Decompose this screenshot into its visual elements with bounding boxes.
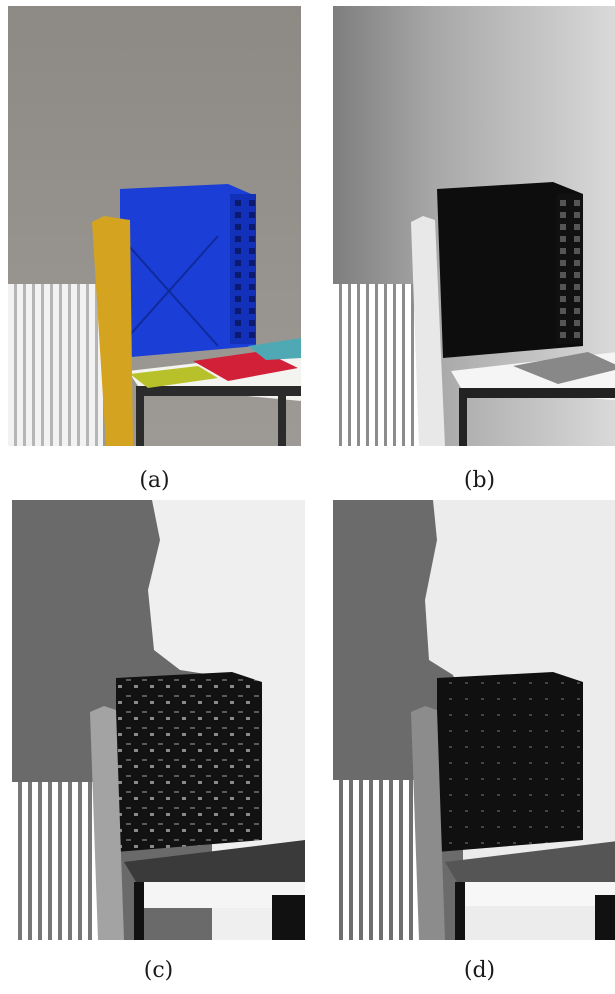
panel-a-color-photo <box>8 6 301 446</box>
grayscale-scene <box>333 6 615 446</box>
radiator <box>8 284 103 446</box>
caption-b: (b) <box>333 468 615 493</box>
color-scene <box>8 6 301 446</box>
panel-d-segmented <box>333 500 615 940</box>
caption-c: (c) <box>12 958 305 983</box>
crate-region <box>116 672 262 852</box>
caption-a: (a) <box>8 468 301 493</box>
caption-d: (d) <box>333 958 615 983</box>
segmented-scene <box>12 500 305 940</box>
panel-c-segmented <box>12 500 305 940</box>
crate-vents <box>557 194 583 344</box>
radiator <box>333 284 423 446</box>
radiator <box>12 782 98 940</box>
radiator <box>333 780 419 940</box>
panel-b-grayscale <box>333 6 615 446</box>
crate-region <box>437 672 583 852</box>
crate-vents <box>230 194 256 344</box>
segmented-smooth-scene <box>333 500 615 940</box>
